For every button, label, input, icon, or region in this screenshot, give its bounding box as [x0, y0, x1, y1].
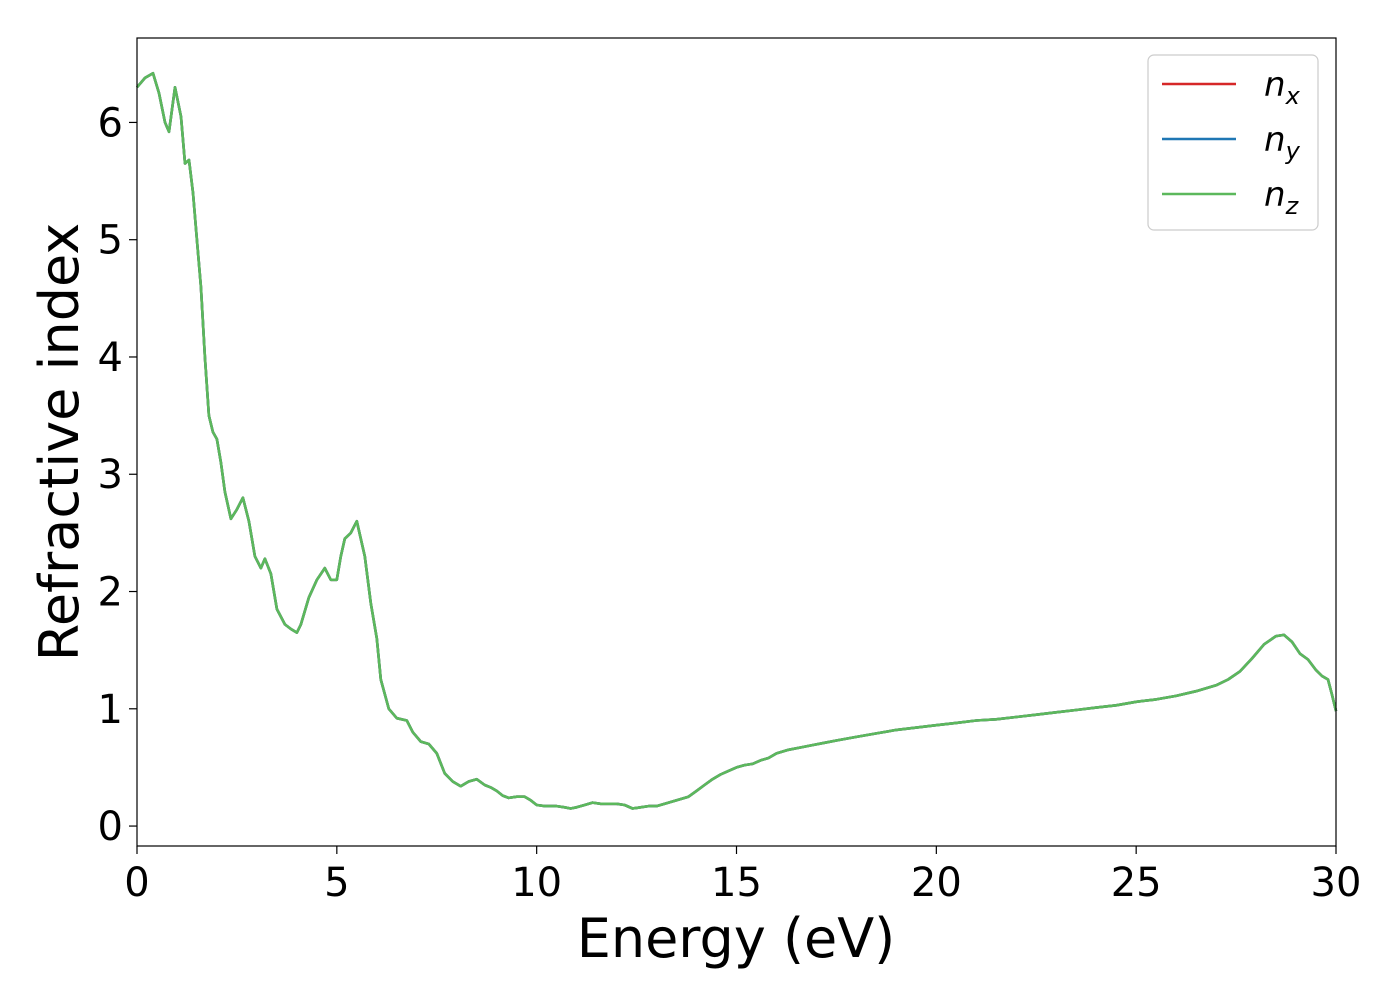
legend-label-y: ny	[1264, 120, 1301, 165]
y-axis-label: Refractive index	[28, 223, 91, 662]
x-axis-ticks: 0 5 10 15 20 25 30	[124, 846, 1361, 906]
y-tick-label: 4	[98, 335, 123, 381]
y-axis-ticks: 0 1 2 3 4 5 6	[98, 100, 137, 850]
y-tick-label: 0	[98, 804, 123, 850]
series-layer	[136, 71, 1338, 810]
series-line-z	[136, 71, 1338, 810]
plot-background	[137, 38, 1336, 846]
legend-box	[1147, 54, 1319, 231]
legend-label-main: n	[1264, 65, 1286, 105]
x-axis-label: Energy (eV)	[577, 907, 896, 970]
x-tick-label: 0	[124, 860, 149, 906]
x-tick-label: 5	[324, 860, 349, 906]
x-tick-label: 25	[1111, 860, 1162, 906]
x-tick-label: 10	[511, 860, 562, 906]
legend-label-z: nz	[1264, 175, 1300, 220]
legend-label-main: n	[1264, 120, 1286, 160]
legend-label-main: n	[1264, 175, 1286, 215]
y-tick-label: 6	[98, 100, 123, 146]
legend-label-subscript: y	[1285, 137, 1301, 165]
x-tick-label: 30	[1311, 860, 1362, 906]
y-tick-label: 2	[98, 570, 123, 616]
y-tick-label: 5	[98, 218, 123, 264]
legend-label-subscript: z	[1285, 192, 1300, 220]
x-tick-label: 15	[711, 860, 762, 906]
x-tick-label: 20	[911, 860, 962, 906]
legend-label-x: nx	[1264, 65, 1301, 110]
y-tick-label: 3	[98, 452, 123, 498]
y-tick-label: 1	[98, 687, 123, 733]
legend-label-subscript: x	[1285, 82, 1301, 110]
